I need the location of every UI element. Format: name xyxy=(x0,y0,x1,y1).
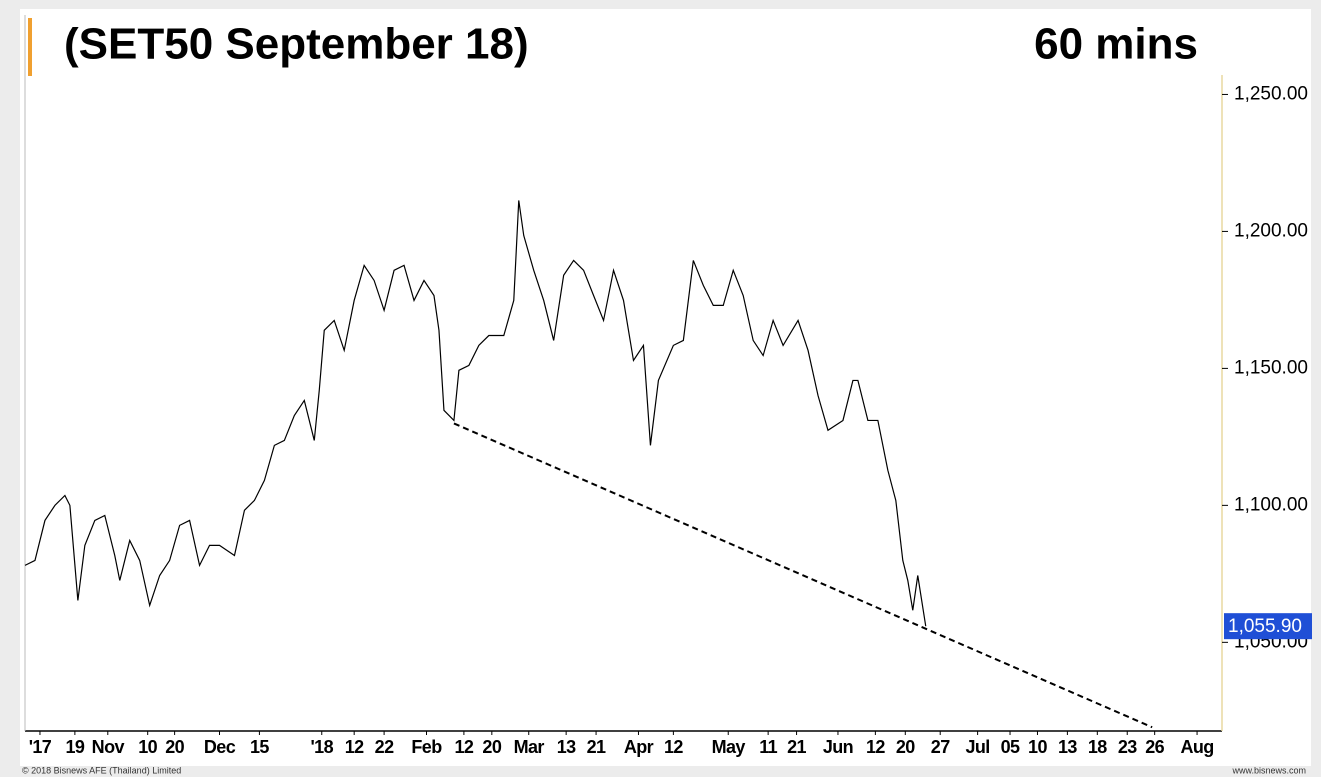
x-tick-label: 26 xyxy=(1145,737,1164,757)
x-tick-label: 15 xyxy=(250,737,269,757)
x-tick-label: May xyxy=(712,737,746,757)
x-tick-label: 12 xyxy=(866,737,885,757)
chart-subtitle: 60 mins xyxy=(1034,20,1198,69)
chart-title: (SET50 September 18) xyxy=(64,20,529,69)
x-tick-label: 05 xyxy=(1001,737,1020,757)
price-marker-label: 1,055.90 xyxy=(1228,616,1302,637)
x-tick-label: 22 xyxy=(375,737,394,757)
x-tick-label: 12 xyxy=(454,737,473,757)
x-tick-label: 11 xyxy=(759,737,777,757)
y-tick-label: 1,150.00 xyxy=(1234,357,1308,378)
y-tick-label: 1,250.00 xyxy=(1234,83,1308,104)
x-tick-label: '18 xyxy=(310,737,333,757)
x-tick-label: Aug xyxy=(1180,737,1213,757)
x-tick-label: Nov xyxy=(92,737,125,757)
x-tick-label: 13 xyxy=(557,737,576,757)
x-tick-label: 10 xyxy=(1028,737,1047,757)
footer-right: www.bisnews.com xyxy=(1231,765,1306,775)
x-tick-label: Jun xyxy=(823,737,853,757)
x-tick-label: 18 xyxy=(1088,737,1107,757)
x-tick-label: 20 xyxy=(165,737,184,757)
x-tick-label: Feb xyxy=(411,737,442,757)
x-tick-label: 13 xyxy=(1058,737,1077,757)
x-tick-label: 27 xyxy=(931,737,950,757)
y-tick-label: 1,200.00 xyxy=(1234,220,1308,241)
x-tick-label: 12 xyxy=(345,737,364,757)
x-tick-label: Jul xyxy=(966,737,990,757)
footer-left: © 2018 Bisnews AFE (Thailand) Limited xyxy=(22,765,181,775)
x-tick-label: Mar xyxy=(514,737,545,757)
x-tick-label: 12 xyxy=(664,737,683,757)
x-tick-label: 20 xyxy=(482,737,501,757)
x-tick-label: 19 xyxy=(65,737,84,757)
title-accent xyxy=(28,18,32,76)
x-tick-label: 20 xyxy=(896,737,915,757)
trend-line xyxy=(453,422,1153,729)
x-tick-label: 21 xyxy=(587,737,606,757)
x-tick-label: 10 xyxy=(138,737,157,757)
x-tick-label: 23 xyxy=(1118,737,1137,757)
x-tick-label: '17 xyxy=(29,737,52,757)
y-tick-label: 1,100.00 xyxy=(1234,494,1308,515)
price-marker xyxy=(1224,613,1312,640)
price-line xyxy=(24,200,927,627)
chart-background xyxy=(20,9,1311,766)
x-tick-label: Apr xyxy=(624,737,654,757)
x-tick-label: 21 xyxy=(787,737,806,757)
x-tick-label: Dec xyxy=(204,737,236,757)
